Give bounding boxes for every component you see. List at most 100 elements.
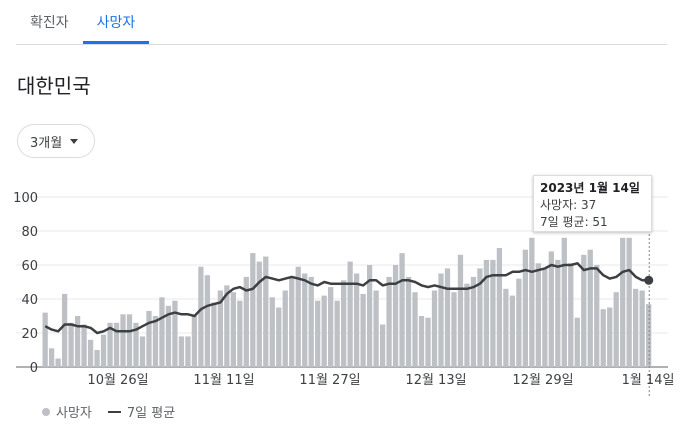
bar xyxy=(360,293,366,367)
bar xyxy=(204,275,211,367)
bar xyxy=(392,265,399,367)
bar xyxy=(185,336,191,367)
bar xyxy=(74,316,81,367)
bar xyxy=(321,295,327,367)
bar xyxy=(568,263,574,367)
bar xyxy=(646,304,652,367)
bar xyxy=(496,248,503,367)
bar xyxy=(178,336,185,367)
bar xyxy=(457,254,464,367)
bar xyxy=(334,300,340,367)
bar xyxy=(217,290,224,367)
bar xyxy=(263,256,269,367)
bar xyxy=(308,276,314,367)
bar xyxy=(68,322,74,367)
bar xyxy=(522,249,529,367)
bar xyxy=(626,237,632,367)
bar xyxy=(639,290,645,367)
bar xyxy=(243,276,249,367)
y-tick-label: 0 xyxy=(30,361,38,376)
bar xyxy=(503,288,509,367)
bar xyxy=(224,285,230,367)
tab-bar: 확진자 사망자 xyxy=(16,0,149,44)
bar xyxy=(353,273,360,367)
region-title: 대한민국 xyxy=(17,74,91,98)
bar xyxy=(464,283,470,367)
tooltip-date: 2023년 1월 14일 xyxy=(540,181,640,195)
bar xyxy=(431,290,438,367)
bar xyxy=(412,292,418,367)
bar xyxy=(302,273,308,367)
bar xyxy=(587,249,593,367)
legend-average-marker xyxy=(107,410,121,413)
legend-deaths-label: 사망자 xyxy=(56,406,92,421)
bar xyxy=(535,263,541,367)
legend-average-label: 7일 평균 xyxy=(126,406,176,421)
bar xyxy=(438,273,444,367)
bar xyxy=(386,276,392,367)
bar xyxy=(555,259,561,367)
bar xyxy=(542,268,548,367)
bar xyxy=(211,302,217,367)
bar xyxy=(48,348,55,367)
bar xyxy=(574,317,580,367)
bar xyxy=(165,305,172,367)
bar xyxy=(269,297,275,367)
x-tick-label: 11월 27일 xyxy=(299,373,360,388)
tooltip-deaths: 사망자: 37 xyxy=(540,198,597,212)
bar xyxy=(250,253,256,367)
bar xyxy=(594,265,600,367)
chevron-down-icon xyxy=(70,138,79,144)
bar xyxy=(509,295,516,367)
bar xyxy=(516,278,522,367)
bar xyxy=(146,310,152,367)
bar xyxy=(237,300,243,367)
bar xyxy=(172,300,178,367)
x-tick-label: 12월 13일 xyxy=(405,373,466,388)
bar xyxy=(633,288,639,367)
average-point xyxy=(644,275,654,285)
bar xyxy=(399,253,405,367)
bar xyxy=(561,237,567,367)
bar xyxy=(613,292,619,367)
bar xyxy=(289,276,295,367)
period-dropdown[interactable]: 3개월 xyxy=(17,124,95,158)
bar xyxy=(347,261,353,367)
deaths-chart[interactable]: 0 20 40 60 80 100 10월 26일 11월 11일 11월 27일 12월 13일… xyxy=(0,180,683,400)
bar xyxy=(366,265,373,367)
bar xyxy=(477,268,483,367)
bar xyxy=(295,266,301,367)
bar xyxy=(405,276,412,367)
bar xyxy=(425,317,431,367)
bar xyxy=(470,276,477,367)
bar xyxy=(87,339,94,367)
bar xyxy=(159,297,165,367)
bar xyxy=(61,293,68,367)
legend-deaths-marker xyxy=(42,407,50,416)
y-tick-label: 60 xyxy=(21,259,38,274)
bar xyxy=(451,292,457,367)
chart-tooltip: 2023년 1월 14일 사망자: 37 7일 평균: 51 xyxy=(533,175,652,232)
bar xyxy=(133,322,139,367)
bar xyxy=(126,314,133,367)
bar xyxy=(42,312,48,367)
x-tick-label: 12월 29일 xyxy=(512,373,573,388)
y-tick-label: 80 xyxy=(21,225,38,240)
bar xyxy=(152,316,159,367)
bar xyxy=(529,237,535,367)
y-tick-label: 20 xyxy=(21,327,38,342)
bar xyxy=(198,266,204,367)
x-tick-label: 1월 14일 xyxy=(622,373,675,388)
bar xyxy=(328,287,334,367)
bar xyxy=(341,280,347,367)
tab-deaths[interactable]: 사망자 xyxy=(82,0,150,44)
tab-cases[interactable]: 확진자 xyxy=(30,15,69,31)
bar xyxy=(230,292,236,367)
bar xyxy=(81,324,87,367)
bar xyxy=(282,290,288,367)
tab-divider xyxy=(16,44,667,45)
y-tick-label: 100 xyxy=(13,191,38,206)
y-tick-label: 40 xyxy=(21,293,38,308)
chart-legend: 사망자 7일 평균 xyxy=(42,402,175,421)
bar xyxy=(548,251,554,367)
